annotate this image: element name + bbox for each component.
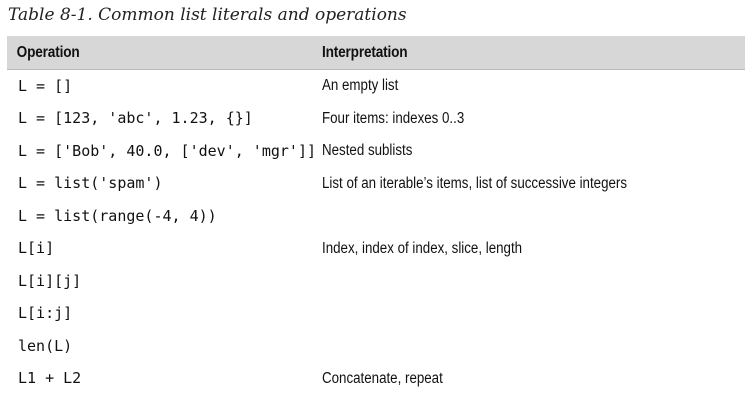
table-row: L[i] Index, index of index, slice, lengt… bbox=[7, 233, 745, 266]
interpretation-cell: List of an iterable’s items, list of suc… bbox=[322, 174, 628, 192]
interpretation-cell: Four items: indexes 0..3 bbox=[322, 109, 465, 127]
header-interpretation: Interpretation bbox=[322, 43, 408, 61]
operation-cell: L[i:j] bbox=[18, 304, 73, 323]
table-row: L = list(range(-4, 4)) bbox=[7, 200, 745, 233]
operation-cell: len(L) bbox=[18, 336, 73, 355]
operation-cell: L = list(range(-4, 4)) bbox=[18, 206, 217, 225]
table-row: L = list('spam') List of an iterable’s i… bbox=[7, 168, 745, 201]
operation-cell: L[i][j] bbox=[18, 271, 82, 290]
table-row: len(L) bbox=[7, 330, 745, 363]
table-row: L = ['Bob', 40.0, ['dev', 'mgr']] Nested… bbox=[7, 135, 745, 168]
operation-cell: L1 + L2 bbox=[18, 369, 82, 388]
header-operation: Operation bbox=[16, 43, 80, 61]
interpretation-cell: An empty list bbox=[322, 77, 399, 95]
table-row: L[i][j] bbox=[7, 265, 745, 298]
interpretation-cell: Index, index of index, slice, length bbox=[322, 239, 523, 257]
interpretation-cell: Concatenate, repeat bbox=[322, 369, 443, 387]
table-caption: Table 8-1. Common list literals and oper… bbox=[8, 5, 407, 25]
table-row: L = [123, 'abc', 1.23, {}] Four items: i… bbox=[7, 103, 745, 136]
operation-cell: L = ['Bob', 40.0, ['dev', 'mgr']] bbox=[18, 141, 317, 160]
table-row: L = [] An empty list bbox=[7, 70, 745, 103]
operation-cell: L = list('spam') bbox=[18, 174, 163, 193]
table-header: Operation Interpretation bbox=[7, 36, 745, 70]
table-row: L1 + L2 Concatenate, repeat bbox=[7, 363, 745, 396]
operation-cell: L[i] bbox=[18, 239, 55, 258]
interpretation-cell: Nested sublists bbox=[322, 142, 413, 160]
operation-cell: L = [] bbox=[18, 76, 73, 95]
list-operations-table: Operation Interpretation L = [] An empty… bbox=[7, 36, 745, 395]
operation-cell: L = [123, 'abc', 1.23, {}] bbox=[18, 109, 253, 128]
table-row: L[i:j] bbox=[7, 298, 745, 331]
